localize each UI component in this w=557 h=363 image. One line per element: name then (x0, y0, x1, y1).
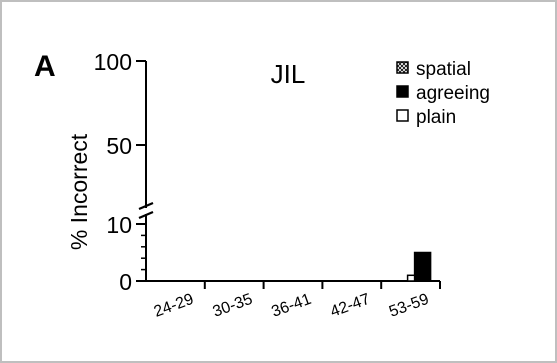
y-tick-label-0: 0 (119, 269, 132, 295)
x-ticks: 24-29 30-35 36-41 42-47 53-59 (152, 281, 441, 321)
x-tick-label: 24-29 (152, 291, 196, 321)
chart-title: JIL (271, 59, 306, 89)
legend-label-plain: plain (416, 107, 456, 128)
y-axis-label: % Incorrect (66, 133, 92, 250)
bar-agreeing (413, 251, 432, 282)
legend-swatch-spatial (396, 61, 409, 74)
x-tick-label: 42-47 (328, 291, 372, 321)
axis-break-bottom (138, 210, 154, 220)
y-tick-label-50: 50 (106, 133, 132, 159)
legend: spatial agreeing plain (396, 59, 490, 128)
y-minor-ticks (141, 234, 146, 271)
x-tick-label: 36-41 (269, 291, 313, 321)
legend-label-agreeing: agreeing (416, 83, 490, 104)
panel-label: A (34, 50, 56, 83)
x-tick-label: 30-35 (211, 291, 255, 321)
axis-break-top (138, 201, 154, 211)
y-tick-label-100: 100 (94, 49, 132, 75)
legend-swatch-agreeing (396, 85, 409, 98)
y-tick-label-10: 10 (106, 212, 132, 238)
x-tick-label: 53-59 (387, 291, 431, 321)
bars (406, 251, 432, 282)
legend-swatch-plain (396, 109, 409, 122)
legend-label-spatial: spatial (416, 59, 471, 80)
